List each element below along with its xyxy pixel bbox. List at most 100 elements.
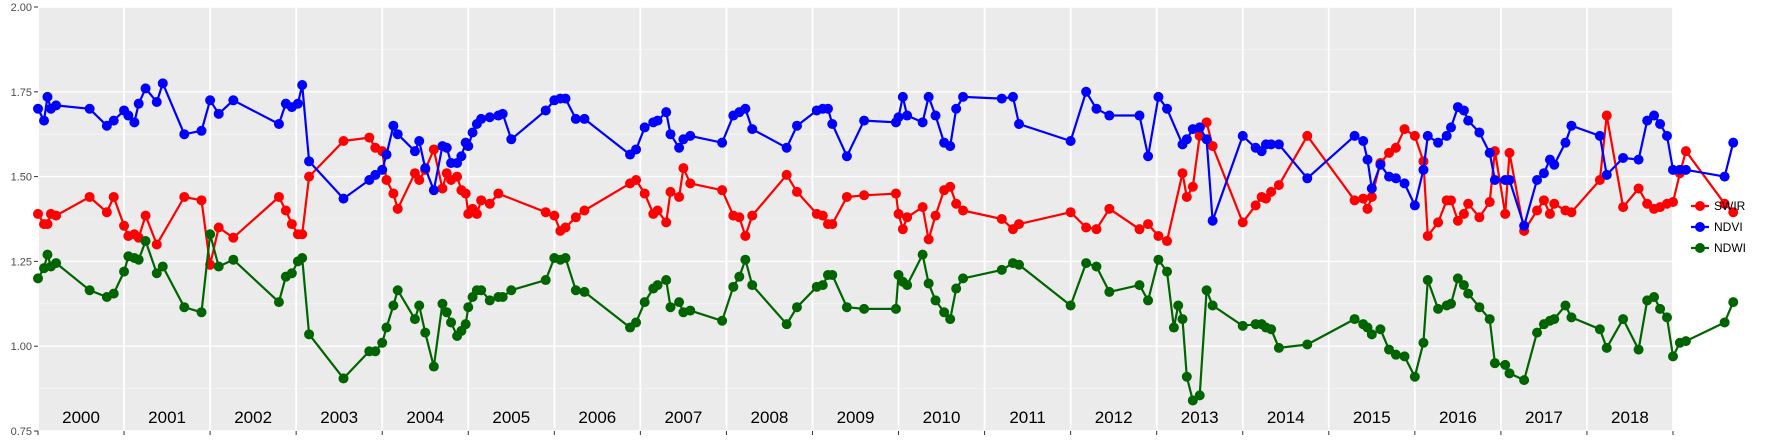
data-point-ndwi <box>540 275 551 286</box>
data-point-ndvi <box>1661 130 1672 141</box>
data-point-swir <box>1162 236 1173 247</box>
data-point-swir <box>1452 215 1463 226</box>
data-point-ndvi <box>304 156 315 167</box>
data-point-swir <box>917 202 928 213</box>
data-point-ndwi <box>119 266 130 277</box>
data-point-ndvi <box>1519 220 1530 231</box>
data-point-swir <box>1458 208 1469 219</box>
data-point-ndwi <box>420 327 431 338</box>
data-point-ndvi <box>827 119 838 130</box>
data-point-swir <box>1618 202 1629 213</box>
data-point-ndwi <box>497 292 508 303</box>
data-point-ndwi <box>388 300 399 311</box>
legend: SWIR NDVI NDWI <box>1691 199 1746 255</box>
data-point-swir <box>460 188 471 199</box>
data-point-ndwi <box>1153 254 1164 265</box>
data-point-ndvi <box>652 115 663 126</box>
data-point-swir <box>286 219 297 230</box>
data-point-ndvi <box>179 129 190 140</box>
data-point-swir <box>631 174 642 185</box>
data-point-ndvi <box>1237 130 1248 141</box>
data-point-ndvi <box>370 169 381 180</box>
data-point-swir <box>1538 195 1549 206</box>
data-point-ndvi <box>841 151 852 162</box>
data-point-swir <box>1143 219 1154 230</box>
data-point-ndwi <box>392 285 403 296</box>
data-point-swir <box>471 208 482 219</box>
data-point-swir <box>108 191 119 202</box>
data-point-ndvi <box>897 91 908 102</box>
data-point-ndwi <box>1091 261 1102 272</box>
year-label: 2013 <box>1181 408 1219 427</box>
data-point-ndwi <box>740 254 751 265</box>
data-point-swir <box>1384 147 1395 158</box>
data-point-ndwi <box>717 315 728 326</box>
data-point-ndwi <box>1207 300 1218 311</box>
data-point-ndvi <box>1504 174 1515 185</box>
data-point-ndvi <box>42 91 53 102</box>
data-point-swir <box>841 191 852 202</box>
data-point-ndwi <box>338 373 349 384</box>
data-point-ndwi <box>51 258 62 269</box>
data-point-swir <box>140 210 151 221</box>
y-tick-label: 2.00 <box>11 2 32 14</box>
data-point-ndwi <box>1566 312 1577 323</box>
data-point-ndwi <box>1104 286 1115 297</box>
data-point-ndwi <box>133 254 144 265</box>
data-point-swir <box>42 219 53 230</box>
data-point-ndwi <box>286 268 297 279</box>
data-point-swir <box>228 232 239 243</box>
data-point-swir <box>1433 217 1444 228</box>
year-label: 2018 <box>1611 408 1649 427</box>
data-point-ndwi <box>747 280 758 291</box>
data-point-ndvi <box>129 117 140 128</box>
data-point-ndwi <box>1014 259 1024 270</box>
data-point-swir <box>338 135 349 146</box>
data-point-ndvi <box>1181 134 1192 145</box>
data-point-ndvi <box>84 103 95 114</box>
data-point-ndvi <box>1409 200 1420 211</box>
year-label: 2017 <box>1525 408 1563 427</box>
data-point-swir <box>1091 224 1102 235</box>
data-point-swir <box>392 203 403 214</box>
data-point-swir <box>893 208 904 219</box>
data-point-swir <box>817 210 828 221</box>
year-label: 2005 <box>492 408 530 427</box>
data-point-ndvi <box>902 110 913 121</box>
y-tick-label: 0.75 <box>11 426 32 438</box>
data-point-ndvi <box>476 113 487 124</box>
data-point-swir <box>1504 147 1515 158</box>
data-point-ndwi <box>1177 314 1188 325</box>
data-point-ndwi <box>463 302 474 313</box>
data-point-ndvi <box>1194 122 1205 133</box>
data-point-ndwi <box>902 280 913 291</box>
year-label: 2014 <box>1267 408 1305 427</box>
data-point-swir <box>1549 198 1560 209</box>
data-point-swir <box>1187 181 1198 192</box>
data-point-ndvi <box>1594 130 1605 141</box>
data-point-ndvi <box>1422 130 1433 141</box>
data-point-swir <box>1399 124 1410 135</box>
data-point-swir <box>1302 130 1313 141</box>
data-point-ndwi <box>1484 314 1495 325</box>
data-point-ndvi <box>1668 164 1678 175</box>
data-point-ndwi <box>1384 344 1395 355</box>
data-point-ndwi <box>1649 292 1660 303</box>
year-label: 2016 <box>1439 408 1477 427</box>
year-label: 2004 <box>406 408 444 427</box>
data-point-ndwi <box>1618 314 1629 325</box>
data-point-swir <box>213 222 224 233</box>
data-point-swir <box>661 217 672 228</box>
data-point-ndwi <box>1266 324 1277 335</box>
data-point-ndvi <box>388 120 399 131</box>
data-point-ndvi <box>665 129 676 140</box>
data-point-ndvi <box>579 113 590 124</box>
data-point-ndvi <box>1489 174 1500 185</box>
data-point-ndvi <box>108 115 119 126</box>
data-point-ndwi <box>1433 303 1444 314</box>
data-point-ndwi <box>1452 273 1463 284</box>
data-point-ndwi <box>428 361 439 372</box>
data-point-ndvi <box>39 115 50 126</box>
y-tick-label: 1.00 <box>11 341 32 353</box>
